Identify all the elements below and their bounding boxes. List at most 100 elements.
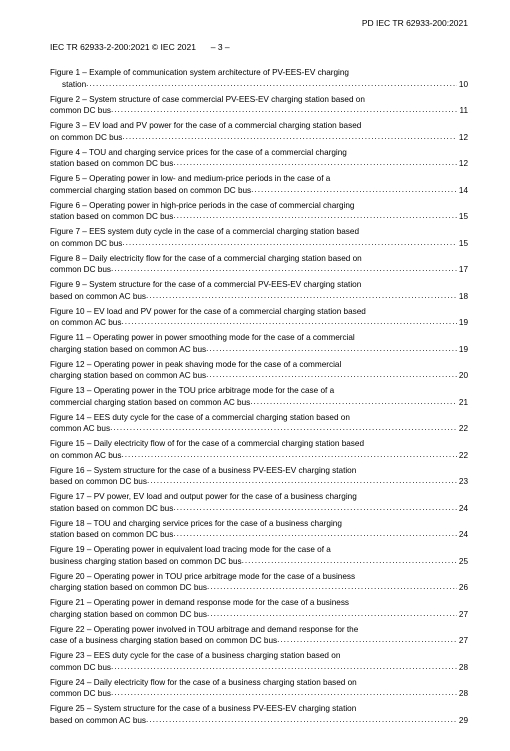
entry-line1: Figure 17 – PV power, EV load and output… <box>50 492 468 503</box>
header-left: IEC TR 62933-2-200:2021 © IEC 2021 <box>50 42 196 52</box>
dot-leader <box>251 185 457 193</box>
entry-page-number: 27 <box>457 636 468 647</box>
entry-page-number: 21 <box>457 398 468 409</box>
figure-entry: Figure 12 – Operating power in peak shav… <box>50 360 468 383</box>
entry-page-number: 24 <box>457 504 468 515</box>
entry-line1: Figure 19 – Operating power in equivalen… <box>50 545 468 556</box>
figure-entry: Figure 22 – Operating power involved in … <box>50 625 468 648</box>
entry-page-number: 23 <box>457 477 468 488</box>
figure-entry: Figure 2 – System structure of case comm… <box>50 95 468 118</box>
entry-line1: Figure 13 – Operating power in the TOU p… <box>50 386 468 397</box>
entry-page-number: 12 <box>457 133 468 144</box>
entry-page-number: 17 <box>457 265 468 276</box>
entry-line1: Figure 22 – Operating power involved in … <box>50 625 468 636</box>
dot-leader <box>242 556 457 564</box>
figure-entry: Figure 19 – Operating power in equivalen… <box>50 545 468 568</box>
entry-line2: charging station based on common AC bus <box>50 371 206 382</box>
figure-entry: Figure 21 – Operating power in demand re… <box>50 598 468 621</box>
entry-page-number: 28 <box>457 663 468 674</box>
entry-line1: Figure 7 – EES system duty cycle in the … <box>50 227 468 238</box>
entry-page-number: 19 <box>457 345 468 356</box>
entry-row: based on common AC bus 29 <box>50 715 468 727</box>
entry-row: based on common AC bus 18 <box>50 291 468 303</box>
entry-line1: Figure 2 – System structure of case comm… <box>50 95 468 106</box>
dot-leader <box>111 688 457 696</box>
entry-line2: station based on common DC bus <box>50 504 173 515</box>
entry-page-number: 19 <box>457 318 468 329</box>
entry-page-number: 12 <box>457 159 468 170</box>
entry-line1: Figure 12 – Operating power in peak shav… <box>50 360 468 371</box>
entry-page-number: 10 <box>457 80 468 91</box>
entry-line1: Figure 5 – Operating power in low- and m… <box>50 174 468 185</box>
figures-list: Figure 1 – Example of communication syst… <box>50 68 468 727</box>
dot-leader <box>122 132 457 140</box>
entry-row: station based on common DC bus 12 <box>50 158 468 170</box>
entry-row: on common AC bus 19 <box>50 317 468 329</box>
entry-line1: Figure 21 – Operating power in demand re… <box>50 598 468 609</box>
entry-line2: on common AC bus <box>50 318 121 329</box>
entry-line1: Figure 20 – Operating power in TOU price… <box>50 572 468 583</box>
entry-line2: common AC bus <box>50 424 110 435</box>
figure-entry: Figure 23 – EES duty cycle for the case … <box>50 651 468 674</box>
entry-line2: based on common AC bus <box>50 292 146 303</box>
document-page: PD IEC TR 62933-200:2021 IEC TR 62933-2-… <box>0 0 510 751</box>
figure-entry: Figure 3 – EV load and PV power for the … <box>50 121 468 144</box>
entry-row: station 10 <box>50 79 468 91</box>
entry-page-number: 28 <box>457 689 468 700</box>
figure-entry: Figure 5 – Operating power in low- and m… <box>50 174 468 197</box>
entry-line1: Figure 23 – EES duty cycle for the case … <box>50 651 468 662</box>
entry-line1: Figure 6 – Operating power in high-price… <box>50 201 468 212</box>
entry-line2: on common DC bus <box>50 133 122 144</box>
dot-leader <box>111 264 457 272</box>
figure-entry: Figure 10 – EV load and PV power for the… <box>50 307 468 330</box>
dot-leader <box>146 291 457 299</box>
entry-page-number: 26 <box>457 583 468 594</box>
entry-row: charging station based on common AC bus … <box>50 344 468 356</box>
entry-line2: station based on common DC bus <box>50 530 173 541</box>
figure-entry: Figure 7 – EES system duty cycle in the … <box>50 227 468 250</box>
dot-leader <box>277 635 457 643</box>
entry-page-number: 20 <box>457 371 468 382</box>
entry-line1: Figure 15 – Daily electricity flow of fo… <box>50 439 468 450</box>
entry-line2: case of a business charging station base… <box>50 636 277 647</box>
entry-row: charging station based on common DC bus … <box>50 609 468 621</box>
dot-leader <box>147 476 457 484</box>
entry-row: on common DC bus 15 <box>50 238 468 250</box>
dot-leader <box>86 79 457 87</box>
doc-id-top-right: PD IEC TR 62933-200:2021 <box>362 18 468 28</box>
figure-entry: Figure 11 – Operating power in power smo… <box>50 333 468 356</box>
entry-line1: Figure 9 – System structure for the case… <box>50 280 468 291</box>
entry-row: common DC bus 28 <box>50 688 468 700</box>
entry-row: station based on common DC bus 24 <box>50 529 468 541</box>
entry-row: business charging station based on commo… <box>50 556 468 568</box>
figure-entry: Figure 24 – Daily electricity flow for t… <box>50 678 468 701</box>
entry-line1: Figure 8 – Daily electricity flow for th… <box>50 254 468 265</box>
entry-line1: Figure 24 – Daily electricity flow for t… <box>50 678 468 689</box>
entry-line2: charging station based on common DC bus <box>50 583 207 594</box>
entry-line2: common DC bus <box>50 265 111 276</box>
entry-row: based on common DC bus 23 <box>50 476 468 488</box>
entry-page-number: 14 <box>457 186 468 197</box>
figure-entry: Figure 9 – System structure for the case… <box>50 280 468 303</box>
dot-leader <box>122 238 457 246</box>
entry-page-number: 15 <box>457 212 468 223</box>
entry-line2: commercial charging station based on com… <box>50 186 251 197</box>
entry-row: commercial charging station based on com… <box>50 185 468 197</box>
entry-line1: Figure 16 – System structure for the cas… <box>50 466 468 477</box>
dot-leader <box>250 397 457 405</box>
entry-row: on common DC bus 12 <box>50 132 468 144</box>
dot-leader <box>121 450 456 458</box>
entry-row: on common AC bus 22 <box>50 450 468 462</box>
dot-leader <box>173 211 457 219</box>
page-header: IEC TR 62933-2-200:2021 © IEC 2021 – 3 – <box>50 42 468 52</box>
entry-line2: station based on common DC bus <box>50 159 173 170</box>
figure-entry: Figure 15 – Daily electricity flow of fo… <box>50 439 468 462</box>
entry-row: charging station based on common DC bus … <box>50 582 468 594</box>
entry-line2: common DC bus <box>50 106 111 117</box>
page-marker: – 3 – <box>211 42 230 52</box>
figure-entry: Figure 17 – PV power, EV load and output… <box>50 492 468 515</box>
entry-page-number: 22 <box>457 424 468 435</box>
entry-line1: Figure 18 – TOU and charging service pri… <box>50 519 468 530</box>
entry-line2: station based on common DC bus <box>50 212 173 223</box>
figure-entry: Figure 4 – TOU and charging service pric… <box>50 148 468 171</box>
